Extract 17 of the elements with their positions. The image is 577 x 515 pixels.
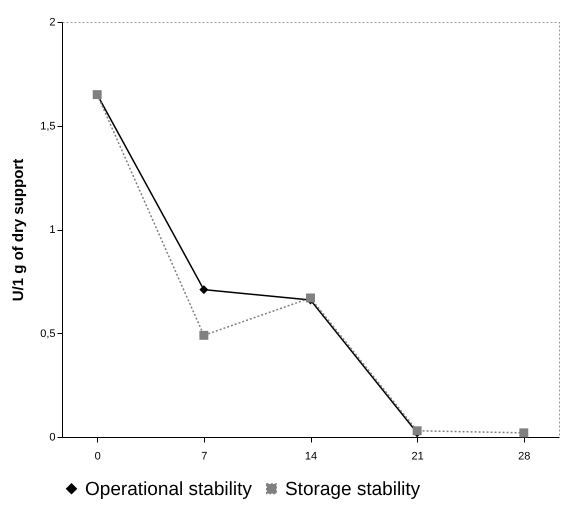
y-tick-label: 1 [49,224,56,236]
y-tick-label: 0,5 [40,328,56,340]
legend-label: Operational stability [85,478,252,500]
x-tick-label: 0 [94,450,101,462]
point [199,330,208,340]
point [199,285,208,294]
point [519,428,528,438]
y-tick-label: 2 [49,16,56,28]
x-tick-label: 14 [304,450,318,462]
y-tick-label: 0 [49,432,56,444]
x-tick-label: 28 [518,450,530,462]
y-tick-label: 1,5 [40,120,56,132]
x-tick-label: 21 [412,450,424,462]
y-axis-title: U/1 g of dry support [10,158,28,302]
point [306,294,315,302]
legend-label: Storage stability [285,478,421,500]
x-tick-label: 7 [201,450,208,462]
